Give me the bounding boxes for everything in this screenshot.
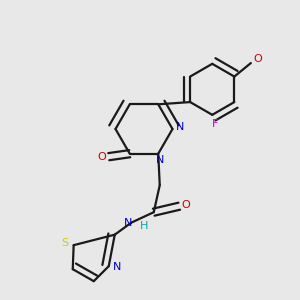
Text: O: O xyxy=(253,55,262,64)
Text: N: N xyxy=(124,218,132,228)
Text: F: F xyxy=(212,119,218,129)
Text: N: N xyxy=(176,122,184,133)
Text: H: H xyxy=(140,221,148,231)
Text: O: O xyxy=(182,200,190,210)
Text: N: N xyxy=(113,262,121,272)
Text: O: O xyxy=(98,152,106,162)
Text: N: N xyxy=(156,155,164,165)
Text: S: S xyxy=(62,238,69,248)
